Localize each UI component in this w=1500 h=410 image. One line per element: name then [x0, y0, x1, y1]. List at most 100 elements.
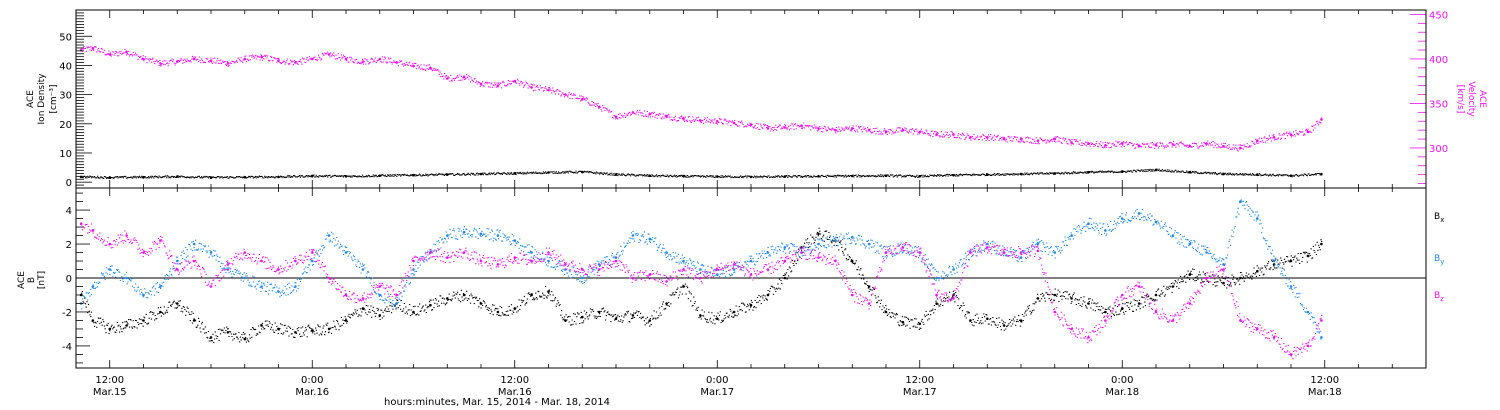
bx-point — [1222, 281, 1225, 285]
b-tick-label: 0 — [66, 274, 72, 285]
by-point — [716, 273, 719, 276]
density-velocity-panel: 0 10 20 30 40 50 300 350 400 450 ACE Ion Density… — [26, 9, 1487, 189]
by-series — [79, 199, 1323, 340]
velocity-axis-ticks: 300 350 400 450 — [1410, 10, 1448, 184]
velocity-point — [1272, 136, 1276, 139]
velocity-point — [260, 55, 263, 59]
bx-scatter — [81, 227, 1323, 343]
bx-point — [581, 315, 584, 319]
date-tick-label: Mar.16 — [498, 387, 532, 398]
by-point — [1272, 259, 1276, 263]
bx-point — [429, 303, 432, 307]
bx-point — [867, 285, 871, 288]
time-tick-label: 0:00 — [706, 375, 728, 386]
bx-point — [344, 319, 348, 322]
by-point — [1121, 217, 1124, 220]
bz-point — [1002, 251, 1006, 254]
bx-point — [1121, 307, 1124, 310]
bx-point — [817, 232, 820, 236]
by-point — [1205, 251, 1208, 254]
bx-point — [1239, 276, 1242, 280]
date-tick-label: Mar.18 — [1105, 387, 1139, 398]
b-axis-label-name: B — [27, 277, 37, 283]
bz-point — [665, 280, 668, 283]
top-panel-frame — [75, 9, 1427, 189]
ion-density-series — [79, 168, 1323, 180]
bx-point — [1087, 302, 1090, 305]
bz-point — [344, 293, 348, 297]
bz-point — [1222, 268, 1225, 271]
bz-point — [1036, 249, 1040, 253]
by-point — [91, 285, 95, 288]
velocity-point — [1019, 137, 1023, 141]
velocity-point — [159, 62, 162, 65]
by-point — [1256, 217, 1259, 220]
b-tick-label: 4 — [66, 206, 72, 217]
time-tick-label: 0:00 — [301, 375, 323, 386]
by-point — [1036, 242, 1040, 246]
bx-point — [716, 317, 719, 321]
b-legend: Bx By Bz — [1434, 212, 1444, 303]
by-point — [1188, 242, 1192, 246]
velocity-point — [496, 84, 500, 87]
bz-point — [564, 263, 567, 266]
bz-point — [412, 259, 415, 263]
density-tick-label: 40 — [59, 61, 72, 72]
date-tick-label: Mar.17 — [700, 387, 734, 398]
density-tick-label: 10 — [59, 149, 72, 160]
bz-point — [1205, 276, 1208, 280]
b-tick-label: -2 — [62, 308, 72, 319]
bx-point — [1188, 273, 1192, 276]
bx-point — [378, 314, 382, 317]
bx-point — [1002, 324, 1006, 327]
bz-series — [79, 222, 1323, 360]
bx-point — [901, 320, 905, 324]
by-point — [344, 251, 348, 254]
by-point — [395, 302, 398, 305]
by-point — [192, 242, 196, 246]
bz-point — [311, 251, 314, 254]
bz-point — [243, 251, 247, 254]
bx-point — [732, 310, 736, 314]
date-tick-label: Mar.18 — [1308, 387, 1342, 398]
bz-scatter — [81, 223, 1323, 360]
by-point — [1289, 285, 1293, 288]
b-axis-label-units: [nT] — [37, 271, 47, 289]
bz-point — [817, 256, 820, 259]
by-point — [462, 230, 466, 234]
date-tick-label: Mar.17 — [903, 387, 937, 398]
by-point — [479, 232, 483, 236]
velocity-point — [1104, 144, 1107, 147]
bz-point — [1188, 302, 1192, 305]
time-tick-label: 12:00 — [905, 375, 934, 386]
b-tick-label: 2 — [66, 240, 72, 251]
by-point — [530, 251, 533, 254]
bx-point — [783, 276, 787, 280]
velocity-point — [581, 97, 584, 101]
density-tick-label: 50 — [59, 32, 72, 43]
bx-point — [176, 302, 179, 305]
bx-point — [1070, 297, 1073, 300]
bz-point — [716, 268, 719, 271]
bz-point — [1104, 319, 1107, 322]
date-tick-label: Mar.16 — [295, 387, 329, 398]
velocity-tick-label: 450 — [1429, 10, 1448, 21]
by-point — [817, 242, 820, 246]
bz-point — [513, 256, 517, 259]
velocity-tick-label: 400 — [1429, 55, 1448, 66]
velocity-point — [766, 127, 770, 130]
bx-point — [884, 310, 888, 314]
time-tick-label: 12:00 — [95, 375, 124, 386]
density-axis-ticks: 0 10 20 30 40 50 — [59, 12, 92, 189]
bx-point — [1137, 302, 1141, 305]
magnetic-field-panel: -4 -2 0 2 4 ACE B [nT] Bx By Bz — [17, 187, 1444, 369]
velocity-axis-label-name: Velocity — [1466, 81, 1476, 117]
legend-bz: Bz — [1434, 291, 1444, 303]
bz-point — [901, 246, 905, 249]
bz-point — [986, 246, 989, 249]
bz-point — [1019, 251, 1023, 254]
density-tick-label: 0 — [66, 178, 72, 189]
by-scatter — [81, 199, 1323, 340]
by-point — [682, 259, 685, 263]
bz-point — [1272, 336, 1276, 339]
